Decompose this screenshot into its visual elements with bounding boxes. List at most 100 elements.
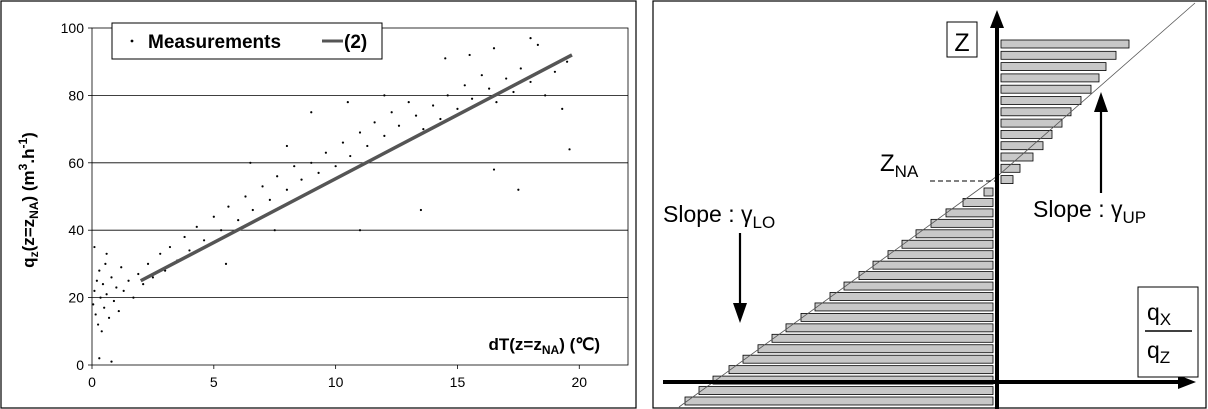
- scatter-point: [383, 94, 386, 97]
- scatter-point: [366, 144, 369, 148]
- upper-flux-bar: [1000, 129, 1053, 139]
- lower-flux-bar: [901, 239, 994, 249]
- scatter-point: [456, 107, 459, 110]
- scatter-point: [132, 296, 135, 299]
- scatter-point: [492, 168, 496, 171]
- lower-flux-bar: [930, 218, 994, 228]
- lower-flux-bar: [742, 354, 994, 364]
- scatter-point: [285, 188, 289, 191]
- scatter-point: [105, 252, 108, 255]
- scatter-point: [92, 303, 95, 306]
- x-axis-ticks: 0 5 10 15 20: [88, 365, 587, 390]
- scatter-point: [120, 266, 123, 269]
- scatter-point: [183, 235, 186, 239]
- scatter-point: [300, 178, 303, 181]
- scatter-point: [212, 215, 215, 218]
- upper-flux-bar: [1000, 73, 1100, 83]
- scatter-point: [492, 47, 496, 50]
- scatter-point: [117, 309, 120, 313]
- fit-line: [139, 53, 573, 283]
- lower-flux-bar: [843, 281, 994, 291]
- scatter-point: [276, 175, 279, 178]
- scatter-point: [127, 279, 130, 282]
- slope-lo-label: Slope : γLO: [663, 201, 775, 232]
- scatter-point: [261, 185, 264, 188]
- slope-lo-arrowhead: [733, 303, 747, 323]
- scatter-point: [251, 208, 254, 212]
- left-chart-panel: 0 20 40 60 80 100 0 5 10 15 20 qz(z=zNA) (m3.h-1)…: [0, 0, 637, 409]
- scatter-point: [110, 360, 113, 363]
- upper-flux-bar: [1000, 84, 1092, 94]
- scatter-point: [107, 316, 111, 319]
- upper-flux-bar: [1000, 107, 1072, 117]
- scatter-point: [561, 107, 564, 110]
- scatter-point: [480, 74, 483, 77]
- lower-flux-bar: [757, 344, 994, 354]
- scatter-point: [310, 161, 313, 164]
- scatter-point: [104, 262, 107, 265]
- scatter-point: [529, 37, 532, 40]
- fit-line-series: [139, 53, 573, 283]
- scatter-point: [237, 218, 240, 222]
- scatter-point: [358, 131, 362, 134]
- upper-flux-bar: [1000, 62, 1107, 71]
- x-axis-label: dT(z=zNA) (℃): [488, 335, 600, 357]
- upper-slope-line: [999, 2, 1196, 175]
- upper-flux-bar: [1000, 175, 1014, 185]
- scatter-point: [98, 357, 101, 360]
- lower-flux-bar: [771, 333, 994, 343]
- flux-ratio-numerator: qX: [1147, 299, 1171, 329]
- upper-flux-bar: [1000, 50, 1117, 60]
- lower-flux-bar: [962, 198, 994, 207]
- scatter-point: [512, 90, 515, 94]
- scatter-point: [137, 272, 140, 276]
- z-label-box: [946, 21, 978, 58]
- scatter-point: [422, 128, 425, 131]
- right-panel-border: [652, 0, 1207, 409]
- legend-label-fit: (2): [344, 32, 367, 53]
- scatter-point: [334, 165, 337, 168]
- scatter-point: [310, 111, 313, 114]
- scatter-point: [101, 283, 105, 286]
- upper-flux-bar: [1000, 96, 1082, 105]
- scatter-point: [112, 299, 116, 303]
- scatter-point: [414, 114, 418, 117]
- slope-up-arrowhead: [1094, 92, 1108, 112]
- scatter-point: [317, 171, 320, 175]
- scatter-point: [346, 101, 349, 104]
- scatter-point: [383, 134, 386, 137]
- legend-label-measurements: Measurements: [148, 32, 281, 53]
- scatter-point: [517, 188, 520, 191]
- scatter-point: [94, 313, 97, 316]
- lower-flux-bar: [887, 250, 994, 260]
- scatter-point: [407, 101, 410, 104]
- scatter-point: [470, 97, 474, 100]
- lower-flux-bar: [785, 323, 994, 333]
- scatter-point: [159, 252, 162, 255]
- scatter-point: [529, 80, 532, 84]
- scatter-point: [495, 101, 498, 104]
- scatter-point: [220, 229, 223, 232]
- z-axis-label: Z: [954, 29, 969, 57]
- x-axis-arrowhead: [1178, 375, 1196, 389]
- y-axis-label: qz(z=zNA) (m3.h-1): [16, 132, 41, 268]
- scatter-point: [444, 57, 447, 60]
- z-axis-arrowhead: [990, 10, 1004, 28]
- flux-ratio-denominator: qZ: [1147, 337, 1170, 367]
- scatter-point: [268, 198, 271, 201]
- lower-flux-bar: [872, 260, 994, 270]
- scatter-point: [122, 289, 125, 292]
- scatter-point: [373, 121, 376, 124]
- lower-flux-bar: [829, 292, 994, 301]
- scatter-point: [115, 286, 118, 289]
- lower-flux-bar: [728, 365, 994, 375]
- scatter-point: [488, 87, 491, 90]
- slope-up-label: Slope : γUP: [1033, 196, 1146, 227]
- scatter-point: [293, 165, 296, 168]
- scatter-point: [468, 53, 471, 57]
- scatter-point: [96, 323, 100, 326]
- scatter-point: [195, 225, 198, 228]
- scatter-point: [244, 195, 247, 198]
- scatter-point: [105, 293, 108, 296]
